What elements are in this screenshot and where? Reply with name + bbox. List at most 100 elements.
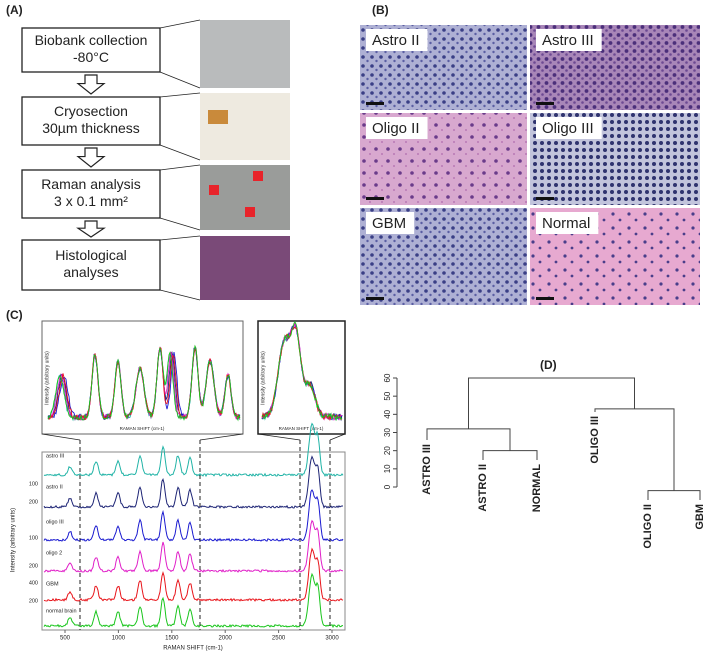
tile-label: Astro III — [542, 32, 594, 49]
tile-label: Astro II — [372, 32, 420, 49]
scale-bar — [536, 102, 554, 105]
plot-frame — [41, 451, 346, 631]
zoom-connector — [159, 19, 201, 89]
inset-spectrum — [261, 321, 343, 422]
step-text: -80°C — [73, 49, 109, 65]
step-box — [21, 96, 161, 146]
tile-label-bg — [366, 117, 428, 139]
dendrogram-link — [482, 450, 538, 460]
x-tick-label: 3000 — [325, 636, 339, 642]
tile-label: Oligo III — [542, 120, 594, 137]
inset-y-label: Intensity (arbitrary units) — [44, 351, 50, 405]
inset-x-label: RAMAN SHIFT (cm-1) — [120, 426, 165, 431]
raman-spot — [253, 171, 263, 181]
zoom-connector — [159, 164, 201, 231]
panel-label: (A) — [6, 3, 23, 17]
dendrogram-link — [468, 377, 635, 429]
sample — [208, 110, 228, 124]
y-tick-label: 400 — [29, 580, 38, 586]
y-tick-label: 40 — [383, 409, 392, 418]
photo — [200, 93, 290, 160]
raman-spot — [245, 207, 255, 217]
trace-label: normal brain — [46, 608, 77, 614]
y-tick-label: 20 — [383, 446, 392, 455]
step-box — [21, 169, 161, 219]
spectrum — [43, 547, 344, 602]
leaf-label: OLIGO II — [642, 504, 654, 549]
photo — [200, 20, 290, 88]
flow-arrow — [76, 147, 106, 168]
y-tick-label: 0 — [383, 484, 392, 489]
inset-spectrum — [47, 344, 241, 422]
inset-y-label: Intensity (arbitrary units) — [260, 351, 266, 405]
y-tick-label: 100 — [29, 481, 38, 487]
x-axis-label: RAMAN SHIFT (cm-1) — [163, 646, 223, 652]
y-tick-label: 60 — [383, 373, 392, 382]
zoom-connector — [159, 235, 201, 301]
tile-label-bg — [536, 29, 602, 51]
step-text: Biobank collection — [35, 32, 148, 48]
panel-label: (C) — [6, 308, 23, 322]
x-tick-label: 2000 — [219, 636, 233, 642]
leaf-label: OLIGO III — [589, 416, 601, 464]
x-tick-label: 1000 — [112, 636, 126, 642]
trace-label: oligo 2 — [46, 550, 62, 556]
panel-d: (D) 0 10 20 30 40 50 60 ASTRO III ASTRO II NORMAL… — [383, 358, 706, 548]
panel-a: (A) Biobank collection-80°C Cryosection30… — [6, 3, 290, 301]
panel-b: (B) Astro II Astro III Oligo II Oligo III GB… — [360, 3, 700, 305]
flow-arrow — [76, 74, 106, 95]
tile-label: GBM — [372, 215, 406, 232]
leaf-label: NORMAL — [531, 464, 543, 513]
raman-spot — [209, 185, 219, 195]
trace-label: GBM — [46, 581, 59, 587]
y-tick-label: 100 — [29, 535, 38, 541]
zoom-connector — [159, 92, 201, 161]
step-text: 30µm thickness — [42, 120, 140, 136]
tile-label: Oligo II — [372, 120, 420, 137]
trace-label: oligo III — [46, 519, 64, 525]
y-tick-label: 200 — [29, 598, 38, 604]
panel-label: (D) — [540, 358, 557, 372]
tile-label: Normal — [542, 215, 590, 232]
tile-label-bg — [366, 212, 415, 234]
panel-c: (C) RAMAN SHIFT (cm-1) RAMAN SHIFT (cm-1)… — [6, 308, 346, 652]
step-box — [21, 239, 161, 291]
tile-label-bg — [536, 117, 602, 139]
dendrogram-link — [426, 428, 511, 451]
step-box — [21, 27, 161, 73]
spectrum — [43, 489, 344, 542]
scale-bar — [536, 197, 554, 200]
dendrogram-link — [594, 408, 675, 491]
leaf-label: GBM — [694, 504, 706, 530]
spectrum — [43, 422, 344, 478]
spectrum — [43, 519, 344, 573]
leaf-label: ASTRO III — [421, 444, 433, 495]
leaf-label: ASTRO II — [477, 464, 489, 512]
tile-label-bg — [536, 212, 599, 234]
inset-x-label: RAMAN SHIFT (cm-1) — [279, 426, 324, 431]
step-text: 3 x 0.1 mm² — [54, 193, 128, 209]
photo — [200, 165, 290, 230]
spectrum — [43, 455, 343, 509]
y-tick-label: 30 — [383, 428, 392, 437]
tile-label-bg — [366, 29, 428, 51]
scale-bar — [366, 102, 384, 105]
step-text: analyses — [63, 264, 118, 280]
step-text: Raman analysis — [41, 176, 141, 192]
zoom-connector — [41, 433, 346, 441]
step-text: Histological — [55, 247, 127, 263]
scale-bar — [366, 297, 384, 300]
x-tick-label: 1500 — [165, 636, 179, 642]
trace-label: astro III — [46, 453, 65, 459]
scale-bar — [536, 297, 554, 300]
trace-label: astro II — [46, 484, 63, 490]
x-tick-label: 2500 — [272, 636, 286, 642]
step-text: Cryosection — [54, 103, 128, 119]
panel-label: (B) — [372, 3, 389, 17]
y-tick-label: 200 — [29, 499, 38, 505]
photo — [200, 236, 290, 300]
flow-arrow — [76, 220, 106, 238]
dendrogram-link — [647, 490, 701, 500]
spectrum — [43, 572, 343, 629]
